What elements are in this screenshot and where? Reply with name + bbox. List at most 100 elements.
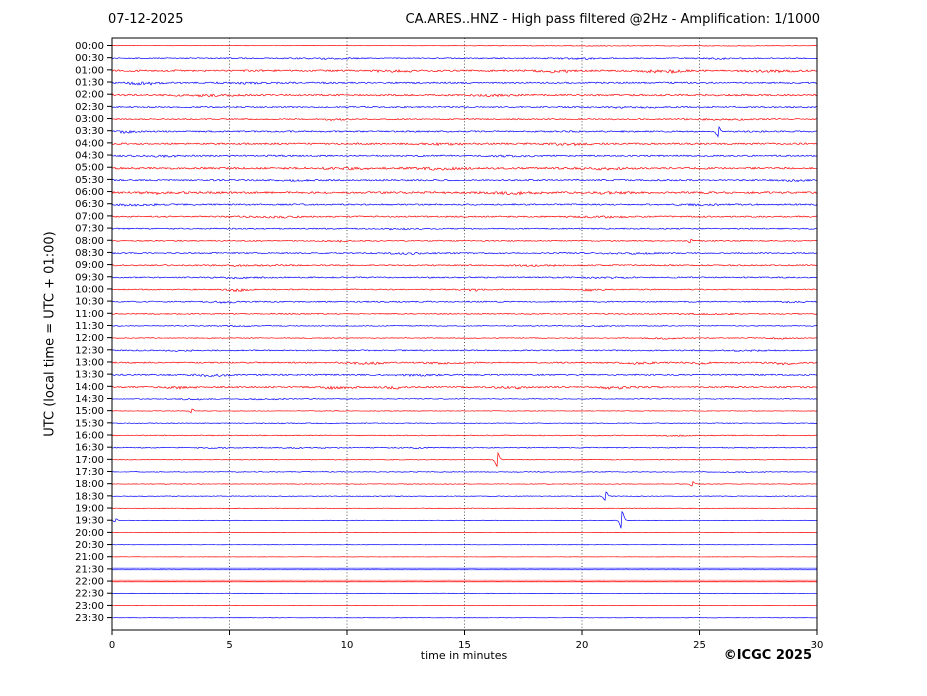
x-tick-label: 15 (458, 640, 471, 651)
y-tick-label: 03:30 (75, 126, 104, 137)
y-tick-label: 21:00 (75, 552, 104, 563)
y-tick-label: 02:30 (75, 102, 104, 113)
y-tick-label: 13:00 (75, 357, 104, 368)
seismic-trace-row (111, 227, 818, 231)
seismic-trace-row (111, 349, 818, 353)
y-tick-label: 19:00 (75, 504, 104, 515)
y-tick-label: 02:00 (75, 90, 104, 101)
y-tick-label: 03:00 (75, 114, 104, 125)
figure-station-title: CA.ARES..HNZ - High pass filtered @2Hz -… (405, 12, 820, 27)
seismic-trace-row (111, 480, 818, 487)
seismic-trace-row (111, 125, 818, 138)
seismic-trace-row (111, 203, 818, 207)
seismic-trace-row (111, 471, 818, 473)
y-tick-label: 09:00 (75, 260, 104, 271)
y-tick-label: 05:30 (75, 175, 104, 186)
plot-frame (111, 37, 818, 631)
y-tick-label: 12:00 (75, 333, 104, 344)
y-tick-label: 05:00 (75, 163, 104, 174)
seismic-trace-row (111, 238, 818, 244)
seismic-trace-row (111, 45, 818, 47)
x-tick-label: 30 (811, 640, 824, 651)
seismic-trace-row (111, 397, 818, 401)
seismic-trace-row (111, 93, 818, 98)
x-tick-label: 10 (341, 640, 354, 651)
y-tick-label: 08:00 (75, 236, 104, 247)
y-tick-label: 13:30 (75, 370, 104, 381)
seismic-trace-row (111, 337, 818, 340)
seismic-trace-row (111, 491, 818, 501)
y-tick-label: 23:00 (75, 601, 104, 612)
y-tick-label: 20:00 (75, 528, 104, 539)
y-tick-label: 07:00 (75, 211, 104, 222)
y-tick-label: 16:00 (75, 431, 104, 442)
seismic-trace-row (111, 69, 818, 75)
x-tick-label: 5 (226, 640, 232, 651)
y-tick-label: 23:30 (75, 613, 104, 624)
seismic-trace-row (111, 288, 818, 293)
y-tick-label: 10:30 (75, 297, 104, 308)
y-tick-label: 22:00 (75, 577, 104, 588)
x-tick-label: 0 (109, 640, 115, 651)
y-tick-label: 20:30 (75, 540, 104, 551)
copyright-credit: ©ICGC 2025 (723, 648, 812, 663)
x-tick-label: 20 (576, 640, 589, 651)
x-axis-label: time in minutes (420, 649, 508, 662)
y-tick-label: 06:00 (75, 187, 104, 198)
y-tick-label: 19:30 (75, 516, 104, 527)
seismic-trace-row (111, 178, 818, 183)
seismic-trace-row (111, 190, 818, 196)
seismic-trace-row (111, 373, 818, 378)
y-tick-label: 18:00 (75, 479, 104, 490)
y-tick-label: 15:00 (75, 406, 104, 417)
y-tick-label: 09:30 (75, 272, 104, 283)
seismic-trace-row (111, 507, 818, 510)
figure-date-title: 07-12-2025 (108, 12, 184, 27)
y-tick-label: 04:30 (75, 151, 104, 162)
seismic-trace-row (111, 251, 818, 255)
y-tick-label: 00:30 (75, 53, 104, 64)
seismic-trace-row (111, 446, 818, 450)
y-tick-label: 11:00 (75, 309, 104, 320)
y-tick-label: 14:30 (75, 394, 104, 405)
seismic-trace-row (111, 385, 818, 391)
seismic-trace-row (111, 215, 818, 219)
seismic-trace-row (111, 434, 818, 437)
y-tick-label: 14:00 (75, 382, 104, 393)
y-tick-label: 08:30 (75, 248, 104, 259)
seismic-trace-row (111, 361, 818, 366)
seismic-trace-row (111, 276, 818, 280)
seismic-trace-row (111, 57, 818, 61)
y-tick-label: 18:30 (75, 491, 104, 502)
y-tick-label: 17:30 (75, 467, 104, 478)
seismic-trace-row (111, 118, 818, 122)
seismic-trace-row (111, 510, 818, 529)
y-tick-label: 00:00 (75, 41, 104, 52)
seismic-trace-row (111, 312, 818, 316)
seismic-trace-row (111, 105, 818, 109)
seismic-trace-row (111, 264, 818, 267)
y-tick-label: 10:00 (75, 284, 104, 295)
y-tick-label: 12:30 (75, 345, 104, 356)
y-tick-label: 06:30 (75, 199, 104, 210)
seismic-trace-row (111, 451, 818, 468)
seismic-trace-row (111, 408, 818, 414)
x-tick-label: 25 (693, 640, 706, 651)
y-tick-label: 04:00 (75, 138, 104, 149)
y-tick-label: 16:30 (75, 443, 104, 454)
seismic-trace-row (111, 166, 818, 171)
y-tick-label: 07:30 (75, 224, 104, 235)
y-tick-label: 15:30 (75, 418, 104, 429)
seismic-trace-row (111, 422, 818, 425)
y-tick-label: 11:30 (75, 321, 104, 332)
y-tick-label: 21:30 (75, 564, 104, 575)
y-tick-label: 17:00 (75, 455, 104, 466)
y-tick-label: 01:30 (75, 78, 104, 89)
seismic-trace-row (111, 325, 818, 328)
seismic-trace-row (111, 300, 818, 304)
y-tick-label: 01:00 (75, 65, 104, 76)
y-tick-label: 22:30 (75, 589, 104, 600)
seismic-trace-row (111, 142, 818, 147)
